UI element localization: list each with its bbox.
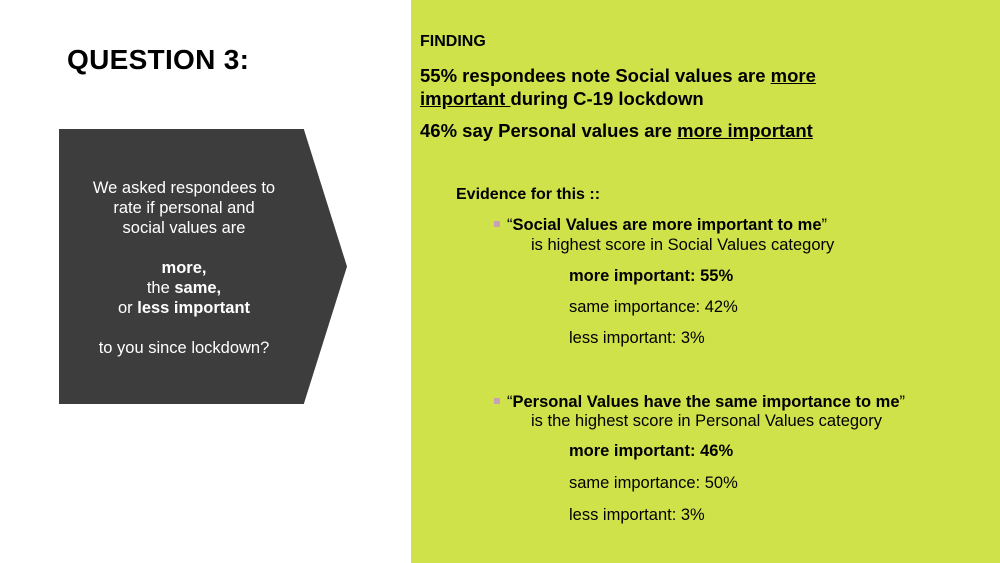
slide-title: QUESTION 3: xyxy=(67,44,250,75)
finding-social: 55% respondees note Social values are mo… xyxy=(420,65,816,109)
question-line: to you since lockdown? xyxy=(98,339,270,357)
question-line: We asked respondees to xyxy=(92,179,276,197)
bullet-square-icon xyxy=(494,398,500,404)
question-line: rate if personal and xyxy=(113,199,255,217)
social-less: less important: 3% xyxy=(569,329,705,347)
social-same: same importance: 42% xyxy=(569,298,738,316)
option-same: same, xyxy=(174,279,222,297)
finding-personal: 46% say Personal values are more importa… xyxy=(420,120,813,141)
evidence-label: Evidence for this :: xyxy=(456,186,601,203)
question-text: We asked respondees to rate if personal … xyxy=(64,178,304,358)
social-quote: “Social Values are more important to me” xyxy=(494,215,827,235)
social-sub: is highest score in Social Values catego… xyxy=(531,236,835,254)
option-more: more, xyxy=(161,259,207,277)
finding-label: FINDING xyxy=(420,33,486,50)
personal-more: more important: 46% xyxy=(569,442,734,460)
personal-quote: “Personal Values have the same importanc… xyxy=(494,392,905,412)
question-line: social values are xyxy=(122,219,246,237)
personal-sub: is the highest score in Personal Values … xyxy=(531,412,882,430)
bullet-square-icon xyxy=(494,221,500,227)
question-arrow-shape xyxy=(59,129,347,404)
option-less: less important xyxy=(137,299,251,317)
personal-same: same importance: 50% xyxy=(569,474,738,492)
personal-less: less important: 3% xyxy=(569,506,705,524)
findings-panel xyxy=(411,0,1000,563)
social-more: more important: 55% xyxy=(569,267,734,285)
